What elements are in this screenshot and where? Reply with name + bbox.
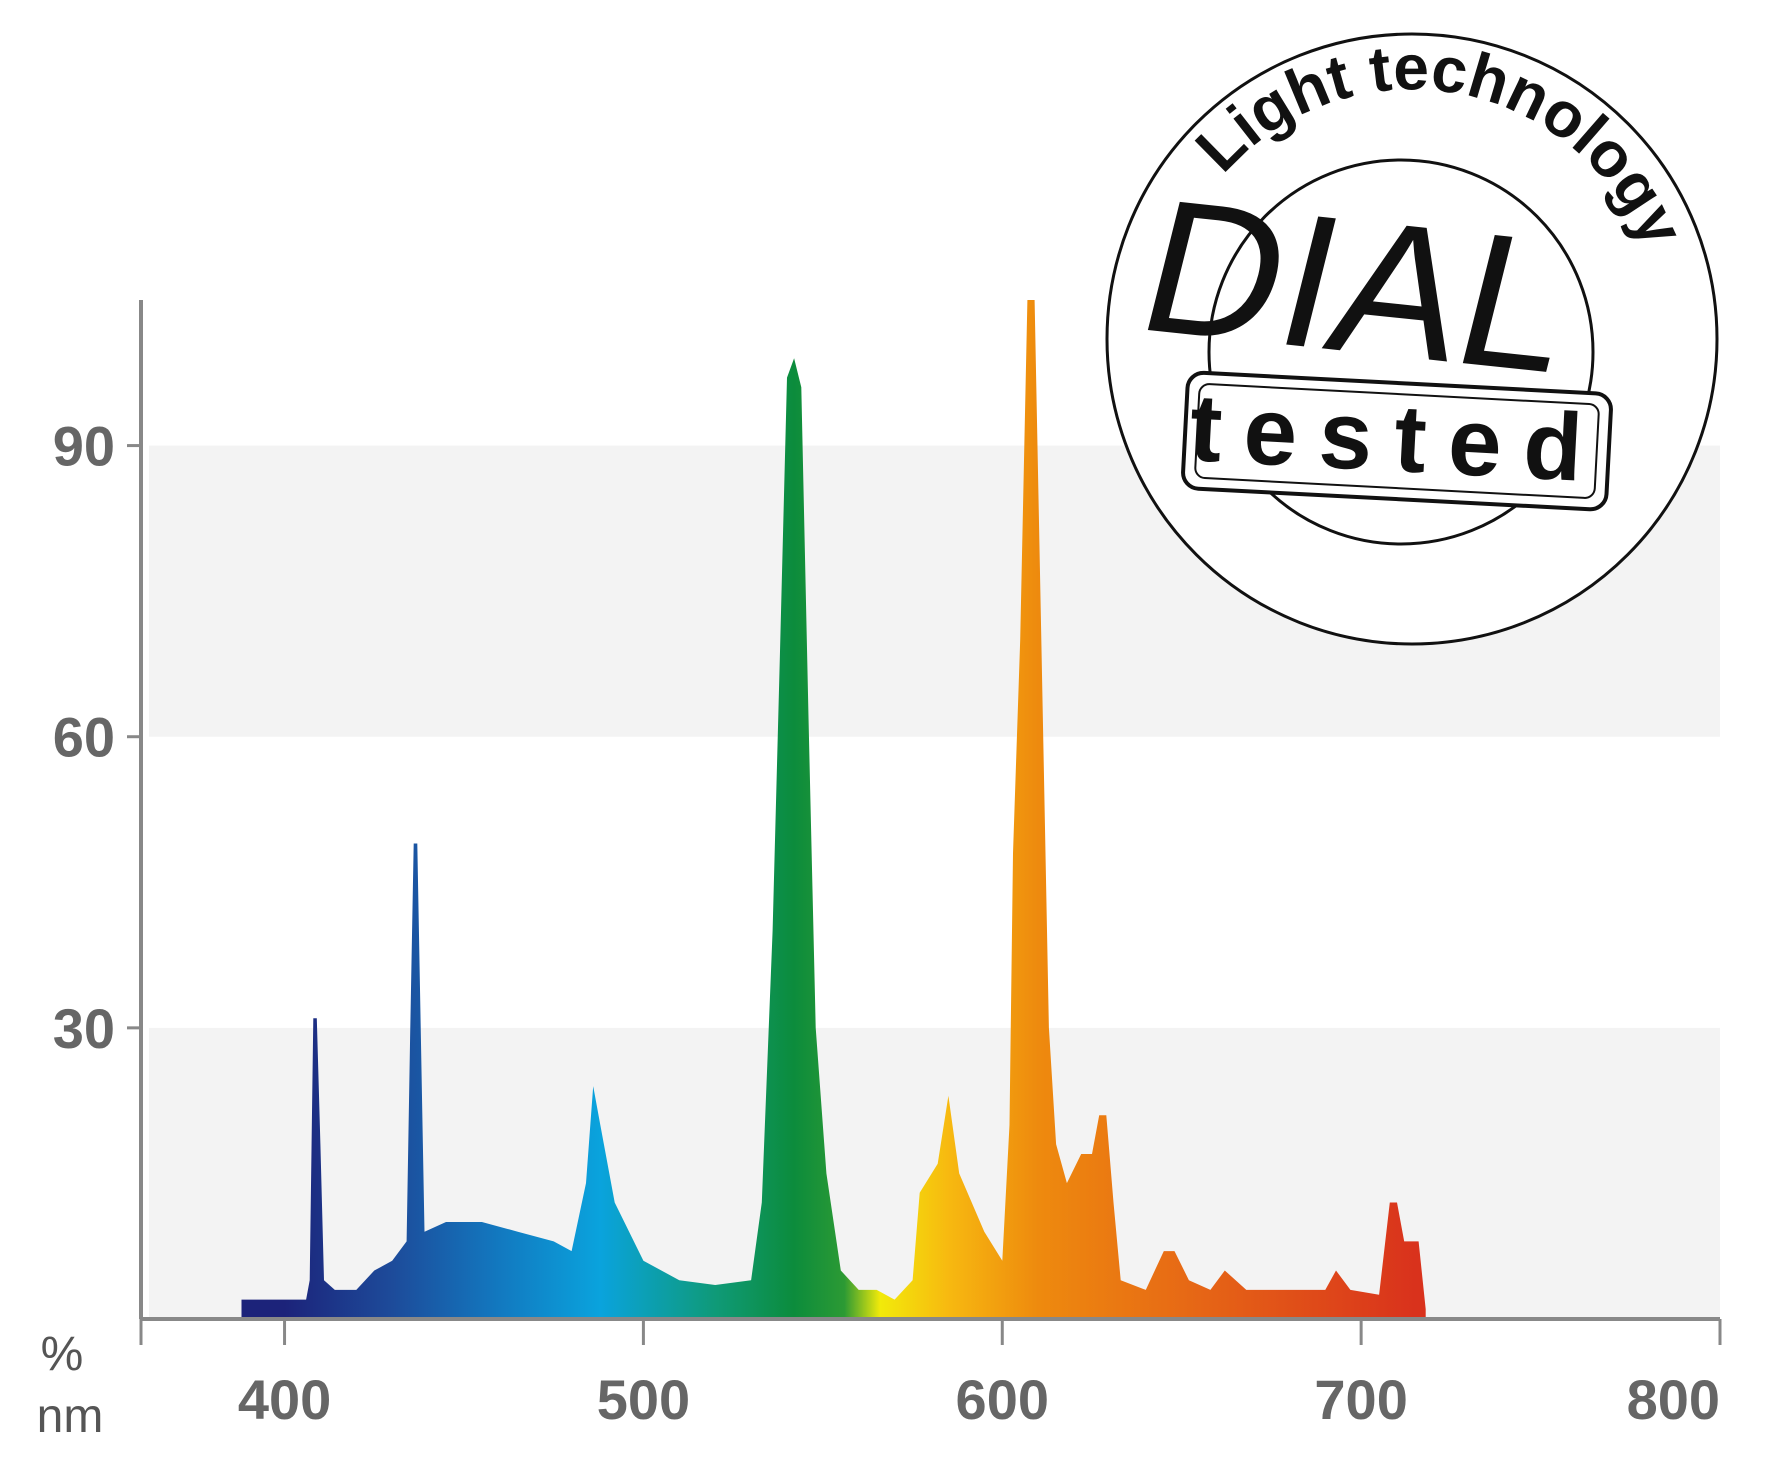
y-tick-label: 60 bbox=[53, 706, 115, 769]
y-tick-label: 30 bbox=[53, 997, 115, 1060]
badge: Light technology DIAL tested bbox=[1105, 31, 1719, 646]
badge-inner-circle bbox=[1207, 158, 1595, 546]
x-tick-label: 400 bbox=[238, 1368, 331, 1431]
y-axis-label: % bbox=[41, 1328, 84, 1381]
badge-label-inner bbox=[1194, 383, 1600, 499]
badge-label: tested bbox=[1187, 374, 1607, 503]
y-tick-label: 90 bbox=[53, 415, 115, 478]
x-tick-label: 500 bbox=[597, 1368, 690, 1431]
x-axis-label: nm bbox=[37, 1390, 104, 1443]
badge-logo: DIAL bbox=[1122, 161, 1594, 413]
badge-label-box bbox=[1181, 370, 1613, 512]
x-tick-label: 600 bbox=[956, 1368, 1049, 1431]
x-tick-label: 800 bbox=[1627, 1368, 1720, 1431]
x-tick-label: 700 bbox=[1314, 1368, 1407, 1431]
